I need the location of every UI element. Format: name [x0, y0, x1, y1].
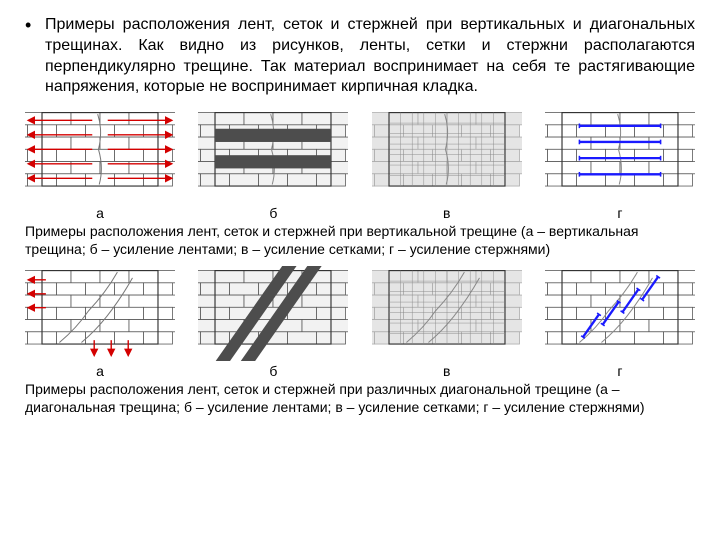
figure-row — [25, 108, 695, 203]
figures-container: а б в г Примеры расположения лент, сеток и с… — [25, 108, 695, 416]
bullet-item: • Примеры расположения лент, сеток и сте… — [25, 15, 695, 98]
labels-row: а б в г — [25, 363, 695, 379]
wall-figure — [25, 108, 175, 203]
figure-label: б — [198, 363, 348, 379]
labels-row: а б в г — [25, 205, 695, 221]
figure-label: а — [25, 205, 175, 221]
figure-label: г — [545, 205, 695, 221]
wall-figure — [198, 266, 348, 361]
bullet-text: Примеры расположения лент, сеток и стерж… — [45, 15, 695, 98]
figure-label: а — [25, 363, 175, 379]
wall-figure — [372, 108, 522, 203]
figure-label: б — [198, 205, 348, 221]
wall-figure — [198, 108, 348, 203]
figure-row — [25, 266, 695, 361]
figure-label: в — [372, 205, 522, 221]
wall-figure — [545, 266, 695, 361]
figure-label: г — [545, 363, 695, 379]
figure-caption: Примеры расположения лент, сеток и стерж… — [25, 223, 695, 258]
figure-label: в — [372, 363, 522, 379]
figure-caption: Примеры расположения лент, сеток и стерж… — [25, 381, 695, 416]
bullet-symbol: • — [25, 15, 45, 98]
wall-figure — [545, 108, 695, 203]
wall-figure — [25, 266, 175, 361]
wall-figure — [372, 266, 522, 361]
